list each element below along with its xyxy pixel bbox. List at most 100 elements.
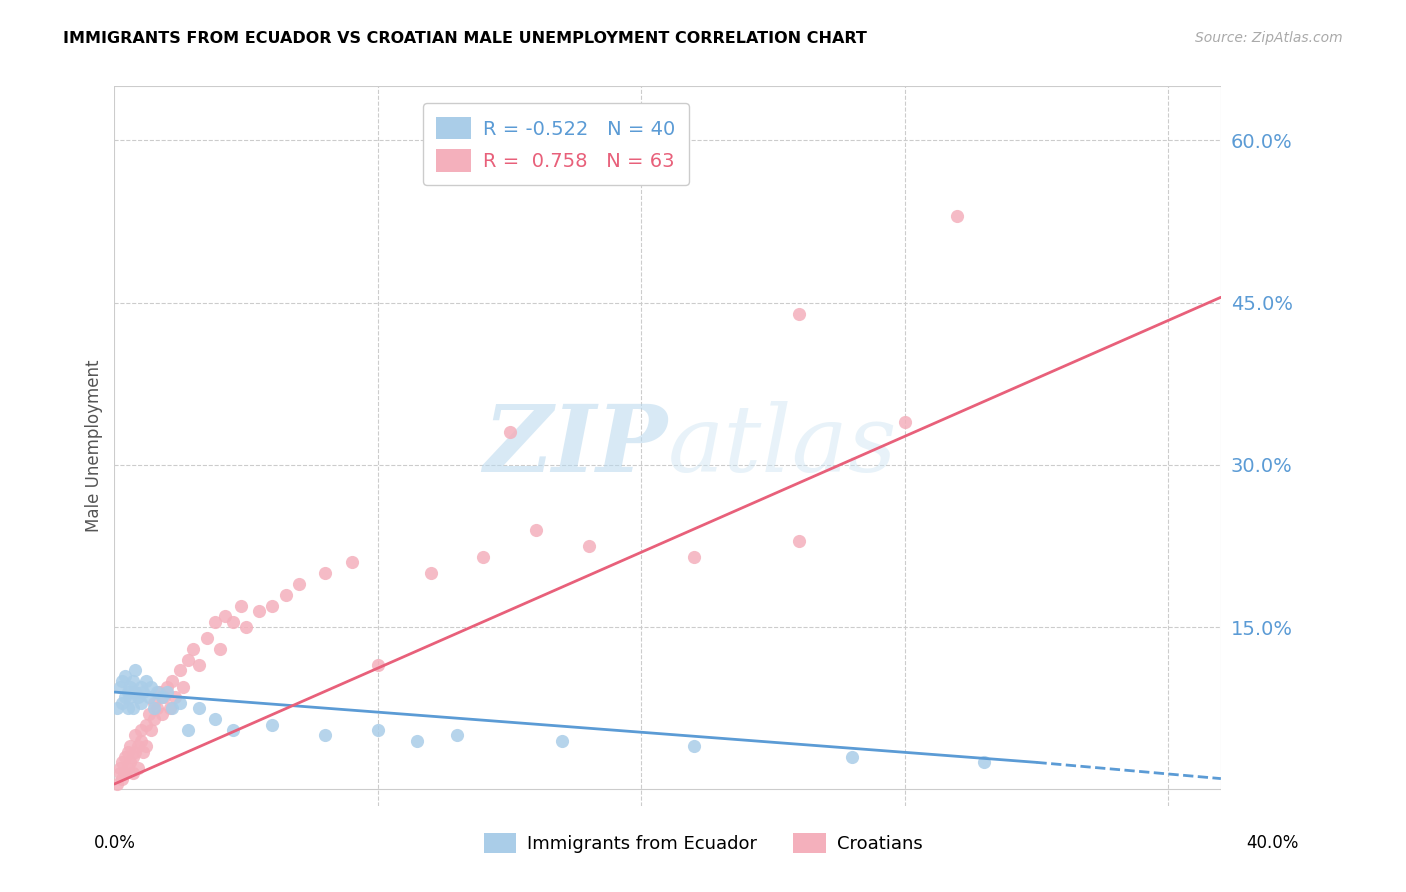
Point [121,701,143,715]
Point [683,739,706,753]
Point [117,761,139,775]
Point [121,674,143,689]
Point [163,690,186,705]
Point [141,723,163,737]
Point [120,756,142,770]
Point [153,690,176,705]
Point [159,701,181,715]
Point [145,685,167,699]
Point [135,739,157,753]
Point [138,706,160,721]
Point [367,658,389,673]
Point [204,615,226,629]
Point [142,696,165,710]
Point [973,756,995,770]
Point [195,631,218,645]
Point [117,745,139,759]
Point [138,690,160,705]
Point [124,728,146,742]
Point [105,777,128,791]
Point [214,609,236,624]
Point [208,641,231,656]
Point [314,728,336,742]
Point [222,615,245,629]
Point [340,555,363,569]
Point [472,549,495,564]
Point [135,717,157,731]
Point [274,588,297,602]
Text: IMMIGRANTS FROM ECUADOR VS CROATIAN MALE UNEMPLOYMENT CORRELATION CHART: IMMIGRANTS FROM ECUADOR VS CROATIAN MALE… [63,31,868,46]
Point [148,685,170,699]
Point [142,701,165,715]
Point [111,772,134,786]
Point [111,674,134,689]
Point [683,549,706,564]
Point [120,680,142,694]
Point [150,706,173,721]
Point [117,701,139,715]
Point [446,728,468,742]
Point [288,577,311,591]
Point [406,733,429,747]
Point [177,652,200,666]
Point [177,723,200,737]
Point [162,701,184,715]
Point [114,766,136,780]
Point [108,680,131,694]
Point [789,306,811,320]
Point [169,664,191,678]
Point [132,685,155,699]
Point [129,723,152,737]
Point [172,680,194,694]
Point [578,539,600,553]
Point [314,566,336,580]
Legend: R = -0.522   N = 40, R =  0.758   N = 63: R = -0.522 N = 40, R = 0.758 N = 63 [423,103,689,186]
Text: Source: ZipAtlas.com: Source: ZipAtlas.com [1195,31,1343,45]
Point [187,701,209,715]
Point [946,209,969,223]
Point [162,674,184,689]
Point [114,669,136,683]
Text: atlas: atlas [668,401,897,491]
Point [150,690,173,705]
Text: 0.0%: 0.0% [94,834,136,852]
Point [114,690,136,705]
Point [156,685,179,699]
Point [120,739,142,753]
Point [105,701,128,715]
Point [893,415,915,429]
Point [127,739,149,753]
Legend: Immigrants from Ecuador, Croatians: Immigrants from Ecuador, Croatians [477,825,929,861]
Point [551,733,574,747]
Point [841,750,863,764]
Point [187,658,209,673]
Point [262,599,284,613]
Point [498,425,520,440]
Point [789,533,811,548]
Point [121,750,143,764]
Point [222,723,245,737]
Point [367,723,389,737]
Point [262,717,284,731]
Point [129,680,152,694]
Point [135,674,157,689]
Point [120,690,142,705]
Point [235,620,257,634]
Point [108,766,131,780]
Point [141,680,163,694]
Point [124,664,146,678]
Text: 40.0%: 40.0% [1246,834,1299,852]
Point [111,696,134,710]
Point [127,761,149,775]
Point [142,712,165,726]
Text: ZIP: ZIP [484,401,668,491]
Point [108,761,131,775]
Point [247,604,270,618]
Point [121,766,143,780]
Point [129,696,152,710]
Point [132,745,155,759]
Point [156,680,179,694]
Point [204,712,226,726]
Point [114,750,136,764]
Y-axis label: Male Unemployment: Male Unemployment [86,359,103,533]
